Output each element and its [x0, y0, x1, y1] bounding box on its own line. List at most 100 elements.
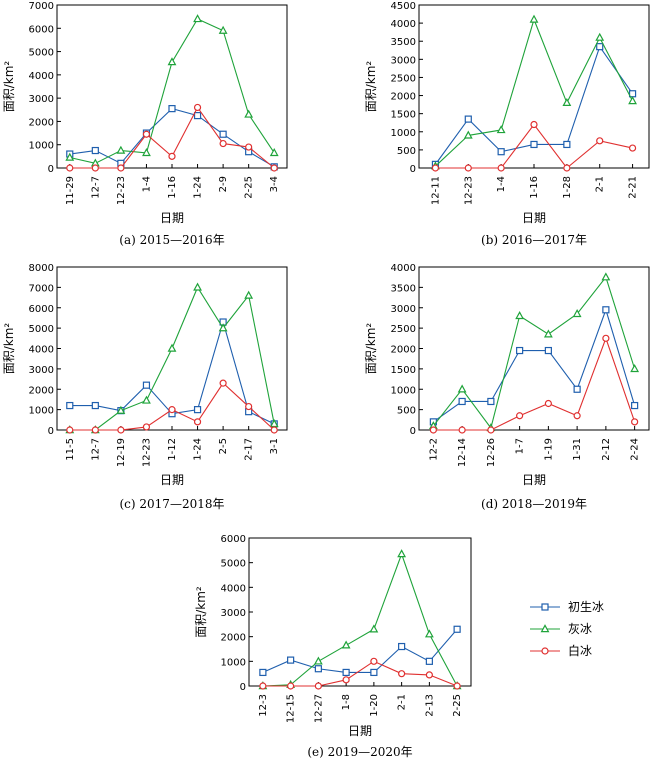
data-point [168, 152, 176, 160]
data-point [563, 164, 571, 172]
plot-frame [418, 266, 650, 431]
x-tick-label: 2-5 [218, 438, 229, 454]
series-line [432, 276, 636, 430]
x-tick-label: 1-4 [496, 176, 507, 192]
data-point [496, 125, 506, 134]
chart-panel-e: 0 1000 2000 3000 4000 5000 6000 12-3 12-15 12-27 1… [194, 534, 472, 759]
data-point [631, 418, 639, 426]
x-tick-label: 1-16 [529, 176, 540, 199]
data-point [544, 346, 552, 355]
data-point [628, 144, 637, 152]
plot-frame [56, 4, 288, 169]
data-point [269, 148, 279, 157]
y-tick-label: 1000 [221, 657, 246, 668]
y-tick-label: 1000 [29, 406, 54, 417]
x-tick-label: 1-20 [369, 694, 380, 717]
y-tick-label: 6000 [221, 534, 246, 545]
panel-caption: (e) 2019—2020年 [307, 745, 412, 759]
x-tick-label: 12-7 [90, 438, 101, 461]
data-point [464, 115, 472, 123]
data-point [66, 164, 74, 172]
x-tick-label: 12-11 [430, 176, 441, 205]
series-new_ice [431, 43, 637, 168]
x-tick-label: 12-15 [286, 694, 297, 723]
chart-panel-a: 0 1000 2000 3000 4000 5000 6000 7000 11-29 12-7 12… [2, 1, 288, 247]
y-tick-label: 3000 [29, 94, 54, 105]
x-tick-label: 1-31 [572, 438, 583, 461]
y-axis-label: 面积/km² [2, 61, 16, 113]
x-tick-label: 2-21 [628, 176, 639, 199]
x-tick-label: 1-24 [193, 438, 204, 461]
y-tick-label: 0 [410, 426, 416, 437]
x-tick-label: 1-19 [543, 438, 554, 461]
series-new_ice [259, 625, 461, 677]
x-tick-label: 2-25 [452, 694, 463, 717]
data-point [168, 105, 176, 113]
y-tick-label: 3000 [221, 608, 246, 619]
y-tick-label: 6000 [29, 304, 54, 315]
series-white_ice [259, 657, 461, 690]
data-point [602, 306, 610, 314]
data-point [497, 164, 505, 172]
y-tick-label: 5000 [29, 324, 54, 335]
data-point [342, 676, 350, 684]
chart-panel-b: 0 500 1000 1500 2000 2500 3000 3500 4000 4500 12-1… [364, 1, 650, 247]
data-point [370, 657, 378, 665]
data-point [572, 309, 582, 318]
x-tick-label: 1-16 [167, 176, 178, 199]
data-point [91, 426, 99, 434]
y-tick-label: 2000 [391, 92, 416, 103]
x-tick-label: 12-23 [116, 176, 127, 205]
x-tick-label: 12-27 [313, 694, 324, 723]
data-point [595, 32, 605, 41]
x-tick-label: 12-23 [463, 176, 474, 205]
data-point [424, 629, 434, 638]
data-point [142, 130, 151, 138]
y-tick-label: 0 [48, 164, 54, 175]
y-tick-label: 3000 [29, 365, 54, 376]
x-tick-label: 1-28 [562, 176, 573, 199]
data-point [193, 112, 202, 120]
data-point [630, 364, 640, 373]
data-point [66, 426, 74, 434]
data-point [270, 164, 278, 172]
data-point [193, 103, 202, 112]
x-axis-label: 日期 [160, 473, 184, 487]
y-axis-label: 面积/km² [194, 586, 208, 638]
y-tick-label: 3500 [391, 37, 416, 48]
x-tick-label: 2-24 [630, 438, 641, 461]
legend-label: 初生冰 [568, 600, 604, 614]
legend-label: 白冰 [568, 643, 592, 658]
data-point [425, 657, 433, 665]
data-point [370, 668, 378, 677]
data-point [562, 97, 572, 107]
data-point [529, 14, 539, 23]
data-point [457, 384, 467, 393]
y-tick-label: 0 [240, 682, 246, 693]
data-point [244, 290, 254, 299]
data-point [397, 549, 407, 558]
data-point [142, 381, 151, 389]
x-tick-label: 1-7 [515, 438, 526, 454]
data-point [193, 282, 202, 291]
series-line [262, 552, 458, 687]
y-tick-label: 6000 [29, 24, 54, 35]
series-line [433, 308, 636, 423]
data-point [193, 418, 202, 426]
data-point [453, 625, 461, 633]
data-point [167, 343, 177, 352]
y-tick-label: 3000 [391, 55, 416, 66]
y-tick-label: 3500 [391, 283, 416, 294]
series-line [69, 18, 275, 164]
y-tick-label: 5000 [221, 559, 246, 570]
series-white_ice [431, 120, 637, 172]
x-tick-label: 12-23 [141, 438, 152, 467]
y-tick-label: 2500 [391, 73, 416, 84]
data-point [342, 668, 350, 677]
data-point [431, 164, 440, 172]
x-tick-label: 3-4 [269, 176, 280, 192]
data-point [398, 670, 406, 678]
y-tick-label: 8000 [29, 263, 54, 274]
data-point [142, 423, 151, 431]
data-point [543, 329, 553, 338]
